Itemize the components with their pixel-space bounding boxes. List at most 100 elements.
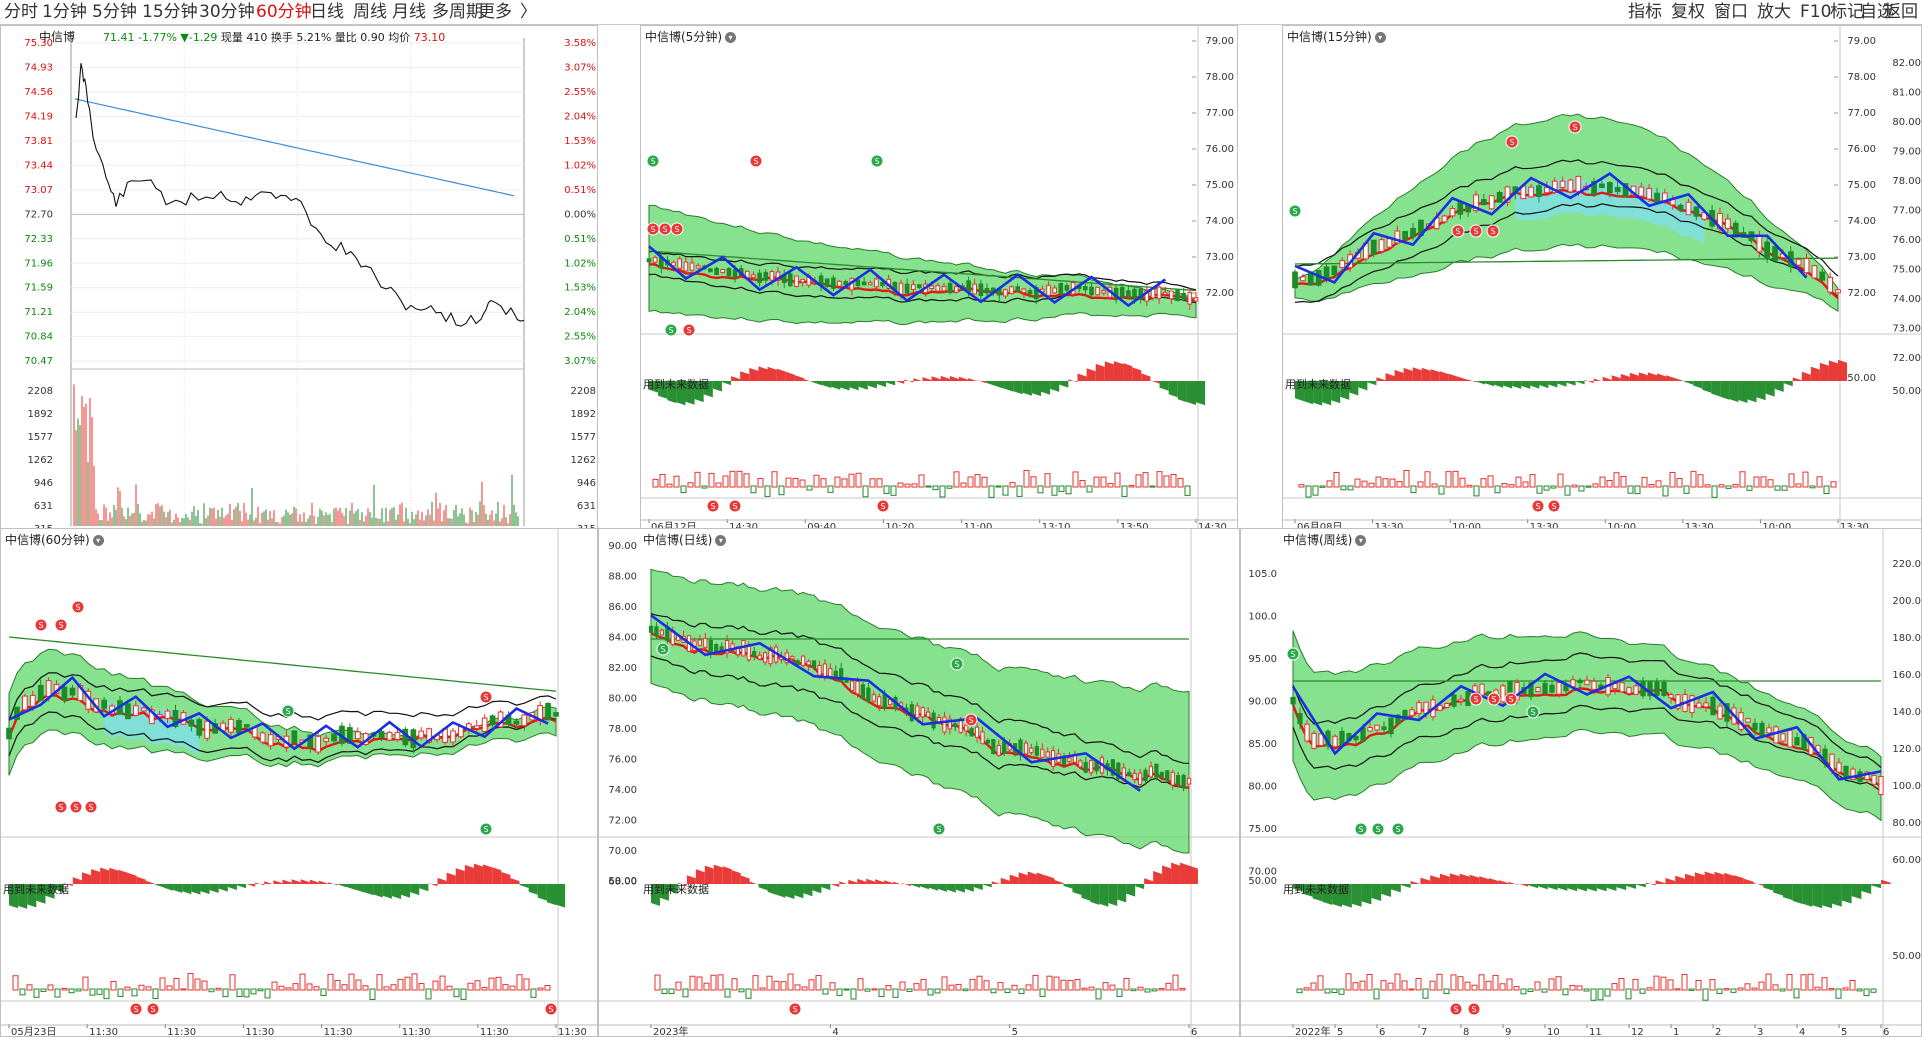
period-tab-0[interactable]: 分时 [4,2,38,22]
red-signal-icon[interactable]: S [1467,1002,1481,1016]
period-tab-3[interactable]: 15分钟 [142,2,198,22]
kline-chart-60min[interactable]: S S S S S S S S S S S S 05月23日 11:30 11:30 11:30 11:30 11… [1,529,598,1037]
chart-panel-weekly[interactable]: 105.0 100.0 95.00 90.00 85.00 80.00 75.00 70.00… [1240,528,1922,1037]
period-tab-2[interactable]: 5分钟 [92,2,137,22]
red-signal-icon[interactable]: S [788,1002,802,1016]
toolbar-action-2[interactable]: 窗口 [1714,2,1748,22]
chart-panel-daily[interactable]: 90.00 88.00 86.00 84.00 82.00 80.00 78.00 76.00… [598,528,1240,1037]
sub-bar [1613,472,1620,488]
red-signal-icon[interactable]: S [682,323,696,337]
sub-bar [1382,478,1389,488]
toolbar-action-4[interactable]: F10 [1800,2,1832,22]
red-signal-icon[interactable]: S [129,1002,143,1016]
red-signal-icon[interactable]: S [54,618,68,632]
red-signal-icon[interactable]: S [646,222,660,236]
candle-body [1481,199,1487,206]
volume-axis-tick: 631 [34,501,53,512]
toolbar-action-3[interactable]: 放大 [1757,2,1791,22]
indicator-wave [858,381,868,390]
pct-axis-tick: 3.58% [564,38,596,49]
kline-chart-weekly[interactable]: 105.0 100.0 95.00 90.00 85.00 80.00 75.00 70.00… [1241,529,1922,1037]
green-signal-icon[interactable]: S [1354,822,1368,836]
dropdown-icon[interactable]: ▾ [725,32,736,43]
green-signal-icon[interactable]: S [1526,705,1540,719]
chart-panel-60min[interactable]: S S S S S S S S S S S S 05月23日 11:30 11:30 11:30 11:30 11… [0,528,598,1037]
price-axis-tick: 75.00 [1205,180,1234,191]
candle-body [726,268,732,277]
dropdown-icon[interactable]: ▾ [1374,32,1386,43]
kline-chart-5min[interactable]: 79.00 78.00 77.00 76.00 75.00 74.00 73.00 72.00… [641,26,1238,532]
dropdown-icon[interactable]: ▾ [92,535,104,546]
red-signal-icon[interactable]: S [479,690,493,704]
period-tab-10[interactable]: 更多 [478,2,512,22]
green-signal-icon[interactable]: S [950,657,964,671]
indicator-wave [1090,884,1100,905]
red-signal-icon[interactable]: S [1547,499,1561,513]
green-signal-icon[interactable]: S [1286,647,1300,661]
green-signal-icon[interactable]: S [664,323,678,337]
intraday-chart[interactable]: 75.30 3.58% 74.93 3.07% 74.56 2.55% 74.19 2.04%… [1,26,598,532]
red-signal-icon[interactable]: S [1451,224,1465,238]
period-tab-5[interactable]: 60分钟 [256,2,312,22]
chart-panel-5min[interactable]: 79.00 78.00 77.00 76.00 75.00 74.00 73.00 72.00… [640,25,1238,532]
volume-axis-tick: 946 [34,478,53,489]
red-signal-icon[interactable]: S [544,1002,558,1016]
green-signal-icon[interactable]: S [656,642,670,656]
intraday-turnover-label: 换手 [270,31,293,44]
red-signal-icon[interactable]: S [1469,224,1483,238]
toolbar-action-6[interactable]: 自选 [1860,2,1894,22]
red-signal-icon[interactable]: S [54,800,68,814]
sub-bar [460,988,467,1000]
red-signal-icon[interactable]: S [146,1002,160,1016]
period-tab-8[interactable]: 月线 [392,2,426,22]
green-signal-icon[interactable]: S [932,822,946,836]
indicator-wave [1385,373,1395,381]
red-signal-icon[interactable]: S [71,600,85,614]
red-signal-icon[interactable]: S [1568,120,1582,134]
green-signal-icon[interactable]: S [1391,822,1405,836]
toolbar-action-1[interactable]: 复权 [1671,2,1705,22]
chart-panel-15min[interactable]: 79.00 78.00 77.00 76.00 75.00 74.00 73.00 72.00… [1282,25,1922,532]
indicator-wave [1340,381,1350,400]
period-tab-1[interactable]: 1分钟 [42,2,87,22]
red-signal-icon[interactable]: S [728,499,742,513]
sub-bar [1802,471,1809,488]
period-tab-9[interactable]: 多周期 [432,2,483,22]
red-signal-icon[interactable]: S [1531,499,1545,513]
red-signal-icon[interactable]: S [34,618,48,632]
red-signal-icon[interactable]: S [658,222,672,236]
period-tab-7[interactable]: 周线 [353,2,387,22]
intraday-chart-panel[interactable]: 75.30 3.58% 74.93 3.07% 74.56 2.55% 74.19 2.04%… [0,25,598,532]
green-signal-icon[interactable]: S [646,154,660,168]
toolbar-action-7[interactable]: 返回 [1884,2,1918,22]
red-signal-icon[interactable]: S [749,154,763,168]
red-signal-icon[interactable]: S [706,499,720,513]
green-signal-icon[interactable]: S [870,154,884,168]
indicator-wave [300,879,310,884]
toolbar-action-0[interactable]: 指标 [1628,2,1662,22]
period-tab-6[interactable]: 日线 [310,2,344,22]
red-signal-icon[interactable]: S [1504,692,1518,706]
green-signal-icon[interactable]: S [281,704,295,718]
red-signal-icon[interactable]: S [876,499,890,513]
dropdown-icon[interactable]: ▾ [1355,535,1367,546]
red-signal-icon[interactable]: S [964,713,978,727]
period-tab-4[interactable]: 30分钟 [199,2,255,22]
red-signal-icon[interactable]: S [1505,135,1519,149]
red-signal-icon[interactable]: S [84,800,98,814]
kline-chart-daily[interactable]: 90.00 88.00 86.00 84.00 82.00 80.00 78.00 76.00… [599,529,1240,1037]
red-signal-icon[interactable]: S [1449,1002,1463,1016]
red-signal-icon[interactable]: S [1469,692,1483,706]
red-signal-icon[interactable]: S [1486,224,1500,238]
green-signal-icon[interactable]: S [1371,822,1385,836]
red-signal-icon[interactable]: S [1487,692,1501,706]
chevron-right-icon[interactable]: 〉 [520,2,537,22]
red-signal-icon[interactable]: S [69,800,83,814]
green-signal-icon[interactable]: S [479,822,493,836]
toolbar-action-5[interactable]: 标记 [1830,2,1864,22]
kline-chart-15min[interactable]: 79.00 78.00 77.00 76.00 75.00 74.00 73.00 72.00… [1283,26,1922,532]
green-signal-icon[interactable]: S [1288,204,1302,218]
dropdown-icon[interactable]: ▾ [715,535,727,546]
candle-body [1646,188,1652,200]
red-signal-icon[interactable]: S [670,222,684,236]
